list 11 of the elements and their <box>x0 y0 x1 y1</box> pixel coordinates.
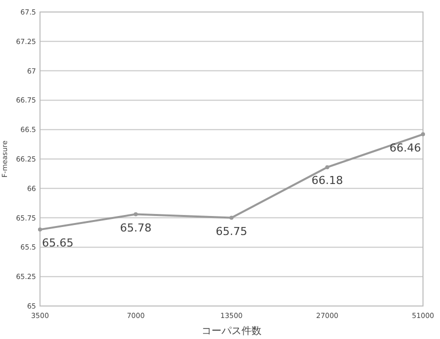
data-label: 65.65 <box>42 236 74 250</box>
point <box>38 228 42 232</box>
point <box>230 216 234 220</box>
x-axis-title: コーパス件数 <box>202 326 262 337</box>
data-label: 65.75 <box>216 224 248 238</box>
point <box>325 165 330 170</box>
data-label: 66.18 <box>312 174 343 188</box>
point <box>421 132 425 136</box>
data-label: 66.46 <box>390 141 421 154</box>
point <box>134 212 138 216</box>
data-label: 65.78 <box>120 221 152 234</box>
